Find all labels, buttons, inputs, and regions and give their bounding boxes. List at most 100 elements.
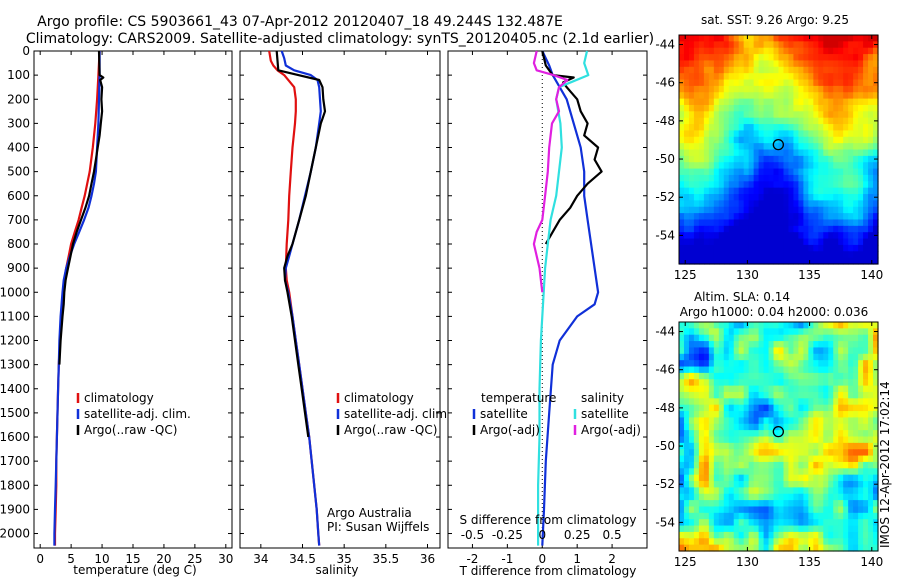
heat-cell xyxy=(748,162,755,170)
heat-cell xyxy=(753,512,760,520)
x-tick-label: 125 xyxy=(674,555,697,569)
heat-cell xyxy=(833,98,839,106)
heat-cell xyxy=(698,244,705,252)
heat-cell xyxy=(688,436,695,444)
heat-cell xyxy=(773,168,780,176)
heat-cell xyxy=(788,423,795,431)
heat-cell xyxy=(813,225,819,233)
heat-cell xyxy=(698,372,705,380)
heat-cell xyxy=(803,353,809,361)
heat-cell xyxy=(808,238,814,246)
heat-cell xyxy=(803,411,809,419)
heat-cell xyxy=(698,251,705,259)
x-tick-label: 36 xyxy=(420,552,435,566)
heat-cell xyxy=(768,200,775,208)
heat-cell xyxy=(753,225,760,233)
heat-cell xyxy=(679,398,685,406)
heat-cell xyxy=(758,85,765,93)
heat-cell xyxy=(828,149,834,157)
heat-cell xyxy=(778,35,785,42)
heat-cell xyxy=(688,531,695,539)
heat-cell xyxy=(703,328,710,336)
heat-cell xyxy=(793,225,799,233)
heat-cell xyxy=(713,206,720,214)
heat-cell xyxy=(718,328,725,336)
heat-cell xyxy=(738,219,745,227)
heat-cell xyxy=(728,54,735,62)
heat-cell xyxy=(728,92,735,100)
heat-cell xyxy=(728,531,735,539)
heat-cell xyxy=(758,66,765,74)
heat-cell xyxy=(708,143,715,151)
heat-cell xyxy=(688,455,695,463)
heat-cell xyxy=(713,461,720,469)
heat-cell xyxy=(688,162,695,170)
heat-cell xyxy=(793,334,799,342)
heat-cell xyxy=(679,73,685,81)
heat-cell xyxy=(688,423,695,431)
heat-cell xyxy=(753,487,760,495)
heat-cell xyxy=(703,130,710,138)
heat-cell xyxy=(703,104,710,112)
heat-cell xyxy=(768,411,775,419)
heat-cell xyxy=(743,136,750,144)
y-tick-label: 900 xyxy=(7,261,30,275)
heat-cell xyxy=(688,73,695,81)
heat-cell xyxy=(833,481,839,488)
heat-cell xyxy=(808,136,814,144)
heat-cell xyxy=(833,168,839,176)
heat-cell xyxy=(818,47,824,55)
heat-cell xyxy=(758,98,765,106)
heat-cell xyxy=(828,79,834,87)
heat-cell xyxy=(833,206,839,214)
heat-cell xyxy=(743,111,750,119)
heat-cell xyxy=(798,328,804,336)
heat-cell xyxy=(803,232,809,240)
heat-cell xyxy=(863,206,869,214)
heat-cell xyxy=(863,47,869,55)
heat-cell xyxy=(843,54,849,62)
heat-cell xyxy=(713,538,720,546)
heat-cell xyxy=(723,481,730,488)
heat-cell xyxy=(693,341,700,349)
y-tick-label: -48 xyxy=(655,401,675,415)
heat-cell xyxy=(703,372,710,380)
heat-cell xyxy=(873,66,879,74)
s-tick-label: -0.25 xyxy=(492,528,523,542)
heat-cell xyxy=(698,423,705,431)
x-tick-label: -2 xyxy=(466,552,478,566)
heat-cell xyxy=(743,417,750,425)
heat-cell xyxy=(788,353,795,361)
heat-cell xyxy=(713,404,720,412)
heat-cell xyxy=(773,232,780,240)
heat-cell xyxy=(838,238,844,246)
heat-cell xyxy=(803,404,809,412)
heat-cell xyxy=(873,54,879,62)
heat-cell xyxy=(758,206,765,214)
heat-cell xyxy=(788,136,795,144)
heat-cell xyxy=(823,104,829,112)
heat-cell xyxy=(848,92,854,100)
heat-cell xyxy=(728,455,735,463)
heat-cell xyxy=(708,430,715,438)
heat-cell xyxy=(848,506,854,514)
heat-cell xyxy=(748,538,755,546)
heat-cell xyxy=(713,341,720,349)
heat-cell xyxy=(783,206,790,214)
heat-cell xyxy=(783,379,790,387)
heat-cell xyxy=(679,213,685,221)
y-tick-label: 100 xyxy=(7,68,30,82)
heat-cell xyxy=(858,500,864,508)
heat-cell xyxy=(728,206,735,214)
heat-cell xyxy=(763,341,770,349)
heat-cell xyxy=(773,79,780,87)
heat-cell xyxy=(808,219,814,227)
heat-cell xyxy=(698,47,705,55)
heat-cell xyxy=(868,35,874,42)
heat-cell xyxy=(723,487,730,495)
heat-cell xyxy=(833,468,839,476)
heat-cell xyxy=(803,525,809,533)
heat-cell xyxy=(873,130,879,138)
heat-cell xyxy=(683,124,690,132)
heat-cell xyxy=(708,104,715,112)
